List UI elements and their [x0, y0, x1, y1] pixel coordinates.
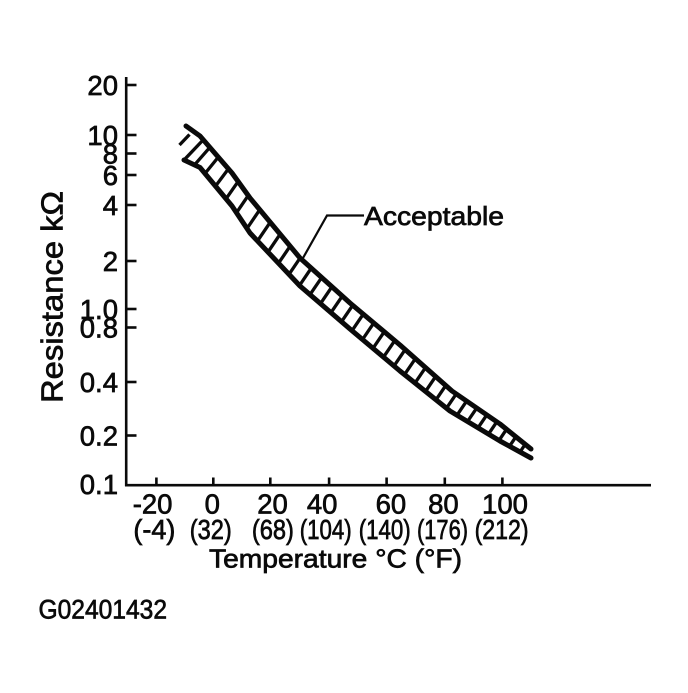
svg-text:2: 2	[103, 246, 118, 277]
svg-text:4: 4	[103, 190, 118, 221]
svg-text:(32): (32)	[190, 514, 232, 545]
svg-text:60: 60	[376, 489, 407, 520]
svg-text:G02401432: G02401432	[39, 594, 168, 624]
svg-text:(68): (68)	[252, 514, 294, 545]
svg-text:Temperature °C (°F): Temperature °C (°F)	[209, 544, 462, 574]
svg-text:(176): (176)	[417, 514, 468, 545]
svg-text:0.4: 0.4	[80, 367, 118, 398]
svg-text:Acceptable: Acceptable	[364, 201, 504, 231]
svg-text:0.2: 0.2	[80, 420, 118, 451]
svg-text:0.1: 0.1	[80, 469, 118, 500]
svg-text:0: 0	[205, 489, 220, 520]
svg-text:40: 40	[307, 489, 338, 520]
svg-text:6: 6	[103, 160, 118, 191]
svg-text:8: 8	[103, 138, 118, 169]
svg-text:10: 10	[87, 120, 118, 151]
svg-text:100: 100	[482, 489, 528, 520]
svg-text:(104): (104)	[300, 514, 352, 545]
svg-text:20: 20	[87, 70, 118, 101]
svg-text:Resistance kΩ: Resistance kΩ	[35, 191, 70, 403]
svg-text:(140): (140)	[359, 514, 411, 545]
svg-text:1.0: 1.0	[80, 294, 118, 325]
svg-text:0.8: 0.8	[80, 312, 118, 343]
svg-text:20: 20	[257, 489, 288, 520]
svg-text:-20: -20	[133, 489, 173, 520]
svg-text:(212): (212)	[475, 514, 529, 545]
svg-text:(-4): (-4)	[133, 514, 175, 545]
svg-text:80: 80	[428, 489, 459, 520]
